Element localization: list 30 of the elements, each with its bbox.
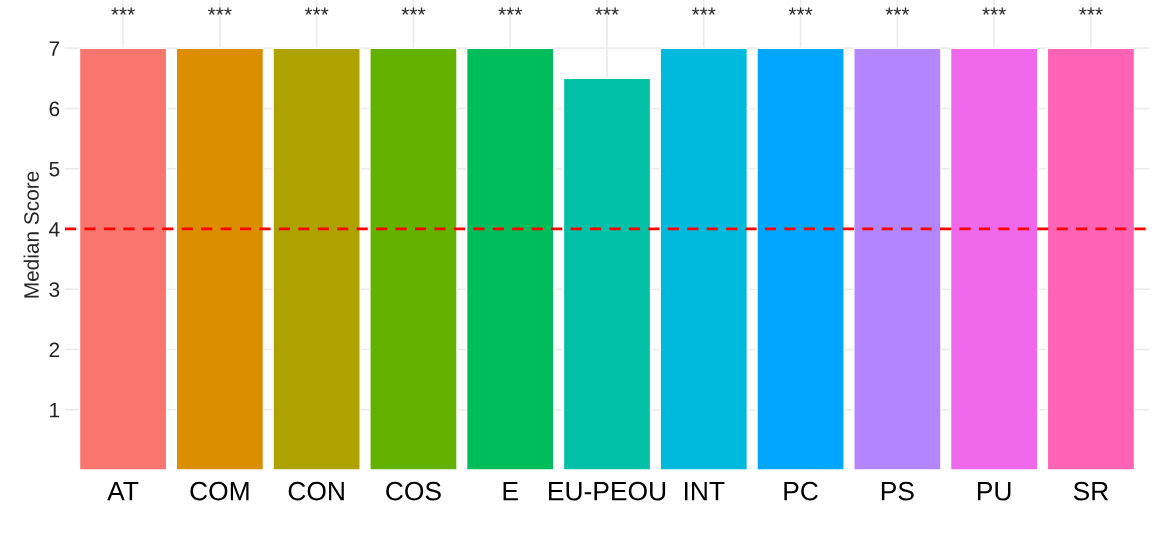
y-tick-label: 7 — [49, 41, 60, 56]
annotation: *** — [1079, 7, 1103, 15]
y-tick-label: 1 — [50, 402, 60, 418]
x-tick-label: EU-PEOU — [549, 481, 666, 501]
annotation: *** — [111, 7, 135, 15]
annotation: *** — [208, 7, 232, 15]
annotation: *** — [304, 7, 329, 15]
x-tick-label: AT — [107, 482, 139, 501]
x-tick-label: CON — [288, 481, 344, 501]
y-tick-label: 5 — [49, 161, 60, 177]
annotation: *** — [885, 7, 910, 15]
x-tick-label: E — [503, 482, 518, 501]
y-tick-label: 4 — [49, 222, 60, 237]
x-tick-label: COS — [386, 481, 441, 501]
annotation: *** — [595, 7, 619, 15]
annotation: *** — [982, 7, 1006, 15]
annotation: *** — [788, 7, 813, 15]
x-tick-label: PS — [881, 481, 914, 501]
y-tick-label: 6 — [49, 101, 60, 117]
y-tick-label: 2 — [49, 342, 60, 358]
x-tick-label: SR — [1073, 481, 1109, 501]
annotation: *** — [498, 7, 523, 15]
annotation: *** — [691, 7, 716, 15]
x-tick-label: INT — [684, 482, 725, 501]
y-axis-title: Median Score — [23, 171, 39, 298]
x-tick-label: COM — [190, 481, 249, 501]
annotation: *** — [401, 7, 426, 15]
x-tick-label: PU — [977, 482, 1011, 501]
x-tick-label: PC — [784, 481, 818, 501]
y-tick-label: 3 — [49, 282, 60, 297]
